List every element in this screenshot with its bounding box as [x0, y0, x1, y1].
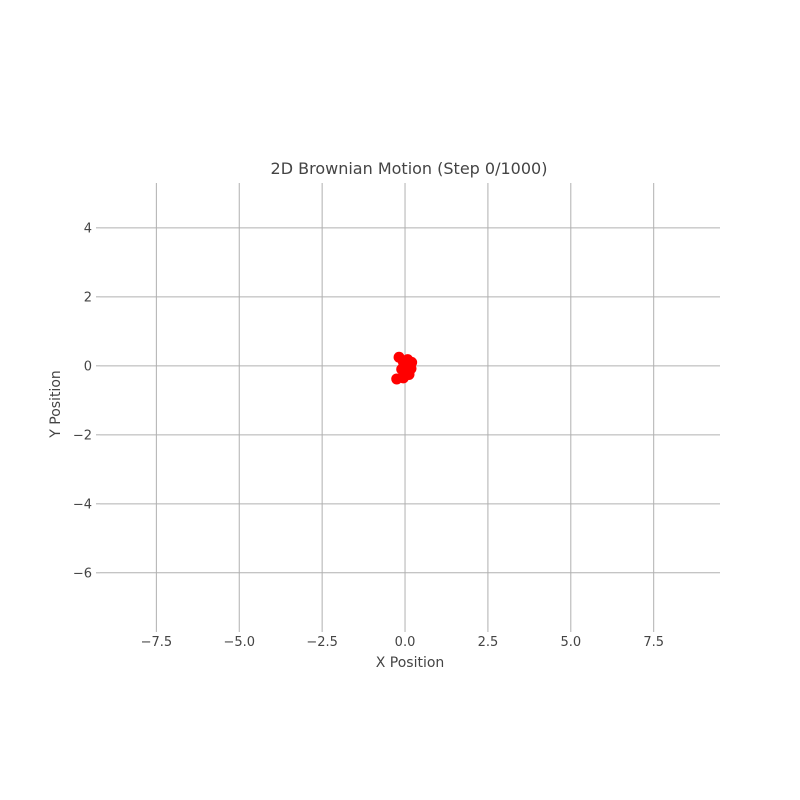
particle-point [396, 363, 408, 375]
y-tick-label: −2 [73, 428, 92, 443]
particle-point [391, 373, 403, 385]
x-tick-label: −7.5 [141, 635, 173, 650]
grid-lines [100, 183, 720, 628]
y-tick-label: −4 [73, 497, 92, 512]
y-tick-label: 0 [84, 359, 92, 374]
x-tick-label: −2.5 [306, 635, 338, 650]
x-tick-label: −5.0 [223, 635, 255, 650]
y-tick-label: −6 [73, 566, 92, 581]
x-axis-label: X Position [376, 655, 445, 671]
x-axis-ticks: −7.5 −5.0 −2.5 0.0 2.5 5.0 7.5 [141, 628, 664, 650]
x-tick-label: 2.5 [478, 635, 499, 650]
x-tick-label: 5.0 [560, 635, 581, 650]
x-tick-label: 7.5 [643, 635, 664, 650]
chart-title: 2D Brownian Motion (Step 0/1000) [271, 159, 548, 178]
y-tick-label: 2 [84, 290, 92, 305]
y-tick-label: 4 [84, 221, 92, 236]
y-axis-ticks: 4 2 0 −2 −4 −6 [73, 221, 100, 581]
particle-point [406, 356, 418, 368]
y-axis-label: Y Position [48, 370, 64, 439]
particle-points [391, 351, 418, 385]
x-tick-label: 0.0 [395, 635, 416, 650]
